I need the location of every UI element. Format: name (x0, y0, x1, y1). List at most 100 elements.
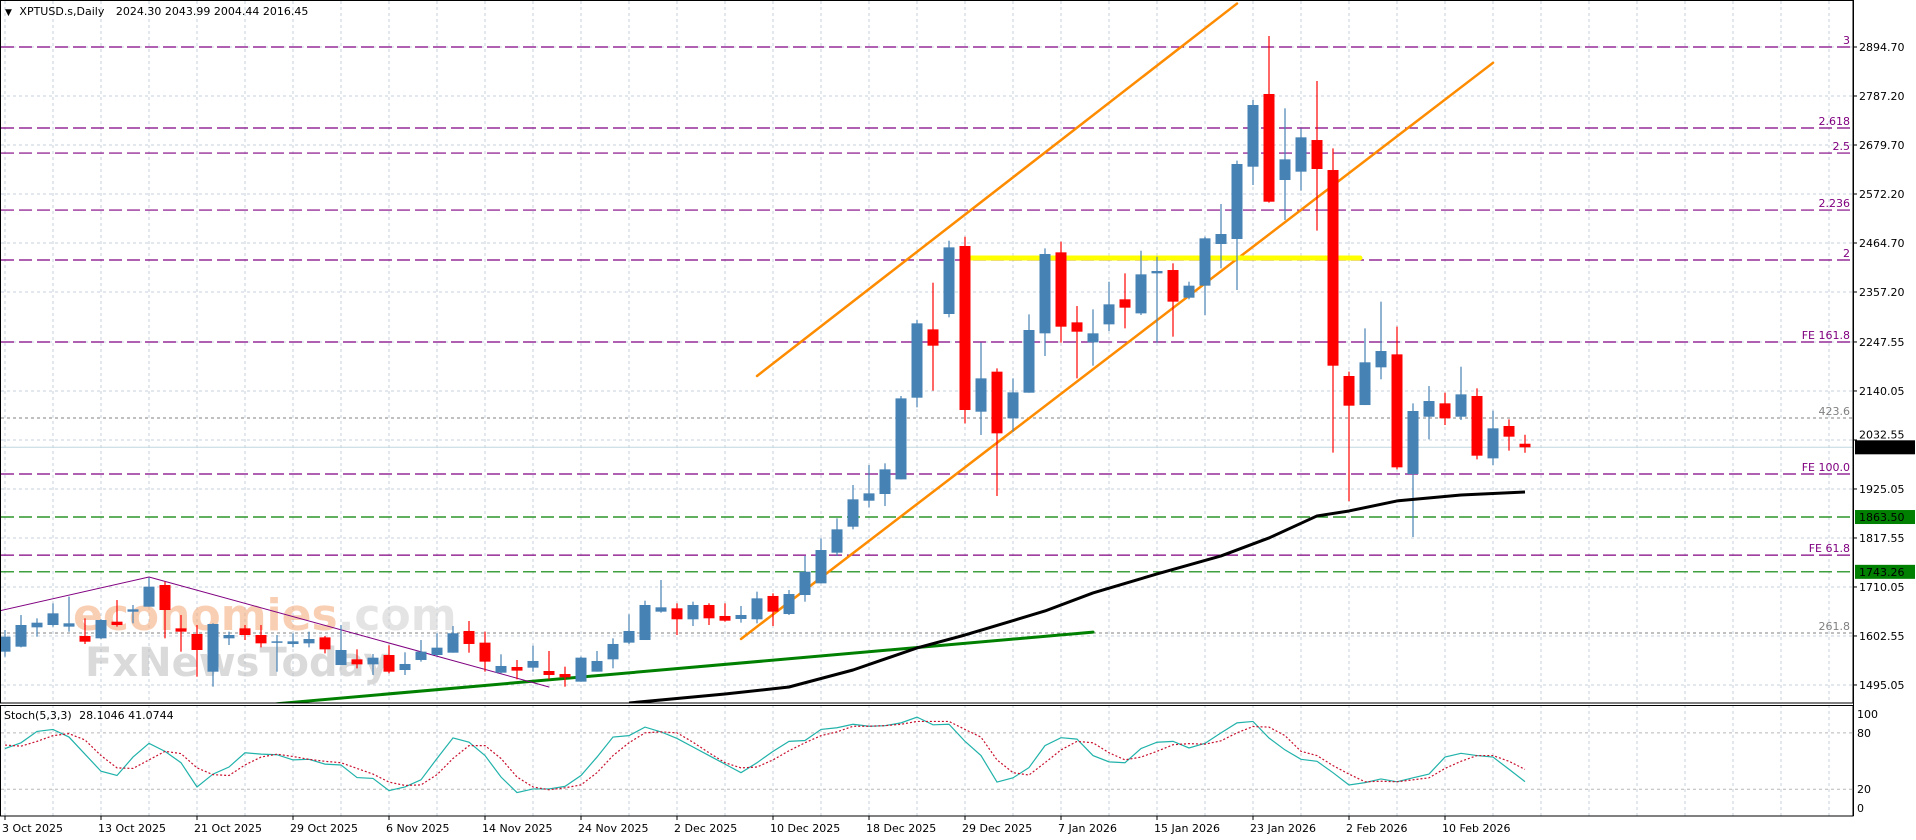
price-axis-label: 2357.20 (1859, 286, 1905, 299)
price-axis-label: 2572.20 (1859, 188, 1905, 201)
price-axis-label: 1602.55 (1859, 630, 1905, 643)
bull-candle-body (751, 598, 763, 620)
candle (671, 603, 683, 635)
bull-candle-body (15, 625, 27, 647)
candle (223, 631, 235, 646)
candle (63, 596, 75, 632)
date-axis-label: 23 Jan 2026 (1250, 822, 1316, 835)
price-axis-label: 2140.05 (1859, 385, 1905, 398)
bear-candle-body (1311, 140, 1323, 170)
candle (1119, 273, 1131, 329)
candle (79, 618, 91, 645)
bull-candle-body (975, 378, 987, 412)
collapse-arrow-icon[interactable]: ▼ (5, 8, 12, 18)
date-axis-label: 10 Dec 2025 (770, 822, 840, 835)
stoch-k-line (4, 716, 1526, 794)
candle (1215, 204, 1227, 269)
date-axis-label: 2 Feb 2026 (1346, 822, 1407, 835)
bull-candle-body (303, 639, 315, 644)
level-label: 261.8 (1819, 620, 1851, 633)
current-price-tag (1855, 440, 1915, 455)
candle (735, 606, 747, 623)
bull-candle-body (1103, 304, 1115, 325)
bull-candle-body (623, 630, 635, 643)
candle (1087, 309, 1099, 366)
bear-candle-body (1343, 375, 1355, 406)
moving-average-line (628, 490, 1526, 703)
candle (335, 625, 347, 666)
bear-candle-body (255, 634, 267, 644)
candle (1103, 281, 1115, 332)
bear-candle-body (959, 246, 971, 411)
bear-candle-body (111, 621, 123, 626)
candle (367, 654, 379, 676)
zigzag-2-line (148, 576, 550, 688)
stoch-axis-label: 100 (1857, 708, 1878, 721)
bear-candle-body (1327, 170, 1339, 366)
bull-candle-body (495, 665, 507, 673)
candle (831, 518, 843, 557)
bear-candle-body (1263, 93, 1275, 202)
candle (527, 645, 539, 672)
candle (559, 666, 571, 687)
bull-candle-body (367, 657, 379, 665)
support-price-label: 1743.26 (1859, 566, 1905, 579)
bear-candle-body (239, 628, 251, 635)
candle (1295, 128, 1307, 191)
candle (1199, 236, 1211, 316)
bull-candle-body (1039, 254, 1051, 334)
level-label: 2 (1843, 247, 1850, 260)
candle (47, 603, 59, 627)
bull-candle-body (943, 247, 955, 315)
chart-header: ▼ XPTUSD.s,Daily 2024.30 2043.99 2004.44… (5, 5, 308, 18)
bear-candle-body (1503, 426, 1515, 437)
bear-candle-body (1167, 270, 1179, 302)
bear-candle-body (671, 608, 683, 620)
bear-candle-body (79, 635, 91, 642)
candle (1311, 80, 1323, 231)
bear-candle-body (191, 633, 203, 650)
candle (303, 631, 315, 648)
candle (287, 633, 299, 648)
candle (479, 631, 491, 672)
candle (1343, 371, 1355, 502)
bull-candle-body (1151, 271, 1163, 274)
price-axis-label: 1710.05 (1859, 581, 1905, 594)
main-pane-border (0, 0, 1854, 704)
bear-candle-body (767, 595, 779, 612)
candle (623, 614, 635, 644)
drawings (1, 2, 1495, 703)
ohlc-values: 2024.30 2043.99 2004.44 2016.45 (116, 5, 308, 18)
bear-candle-body (1471, 396, 1483, 456)
candle (591, 650, 603, 672)
trendline-line (275, 630, 1095, 703)
candle (111, 600, 123, 627)
candle (1439, 392, 1451, 425)
candle (847, 485, 859, 530)
candle (1391, 326, 1403, 470)
level-label: FE 161.8 (1802, 329, 1850, 342)
candle (687, 601, 699, 627)
candle (399, 652, 411, 676)
bull-candle-body (1407, 411, 1419, 474)
candle (159, 581, 171, 639)
bull-candle-body (895, 398, 907, 480)
candle (127, 605, 139, 624)
candle (655, 579, 667, 613)
bull-candle-body (143, 586, 155, 607)
stoch-pane-border (0, 705, 1854, 817)
level-label: 3 (1843, 34, 1850, 47)
candle (1231, 160, 1243, 290)
candle (1423, 386, 1435, 440)
price-axis-label: 2032.55 (1859, 428, 1905, 441)
bear-candle-body (351, 659, 363, 665)
candle (1503, 419, 1515, 451)
price-axis-label: 2894.70 (1859, 41, 1905, 54)
watermark-com: .com (338, 590, 457, 641)
candle (1407, 403, 1419, 537)
candle (1183, 281, 1195, 300)
bull-candle-body (1423, 401, 1435, 417)
bull-candle-body (831, 529, 843, 553)
candle (719, 603, 731, 622)
